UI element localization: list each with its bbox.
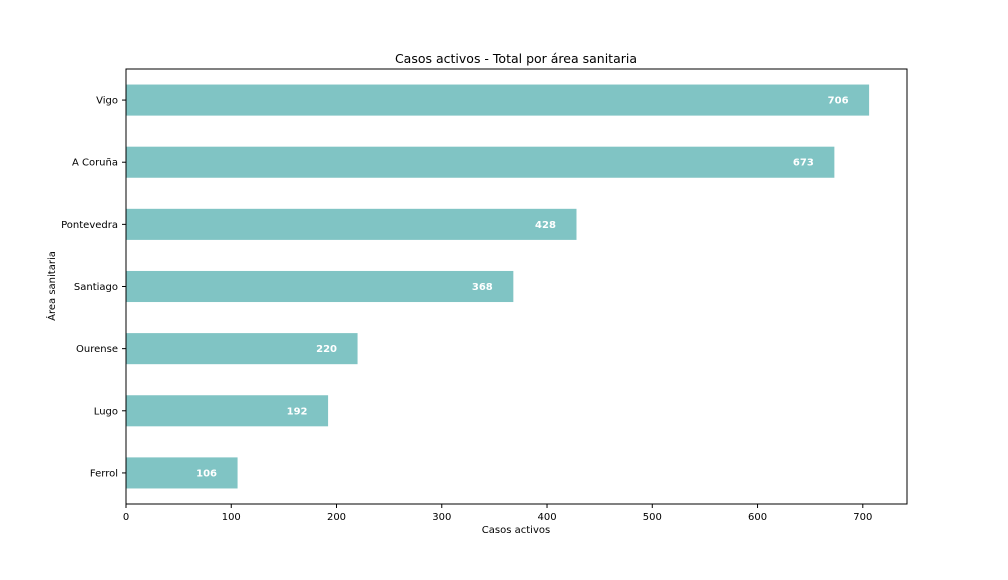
bar-value-label: 673	[793, 158, 814, 169]
bar-value-label: 706	[828, 96, 849, 107]
x-tick-label: 500	[643, 512, 662, 523]
y-tick-label: Vigo	[96, 96, 118, 107]
bar-3	[126, 270, 514, 303]
bar-value-label: 368	[472, 282, 493, 293]
x-tick-label: 400	[537, 512, 556, 523]
y-axis-ticks: Vigo A Coruña Pontevedra Santiago Ourense Lug…	[61, 96, 126, 479]
chart-title: Casos activos - Total por área sanitaria	[395, 51, 637, 66]
x-axis-ticks: 0 100 200 300 400 500 600 700	[123, 504, 872, 523]
x-tick-label: 700	[853, 512, 872, 523]
bar-4	[126, 333, 358, 365]
bars-group	[126, 84, 870, 489]
y-axis-label: Área sanitaria	[45, 251, 58, 321]
bar-value-label: 192	[287, 406, 308, 417]
bar-1	[126, 146, 835, 178]
bar-value-label: 220	[316, 344, 337, 355]
bar-2	[126, 208, 577, 240]
y-tick-label: Pontevedra	[61, 220, 118, 231]
bar-value-label: 428	[535, 220, 556, 231]
y-tick-label: A Coruña	[72, 158, 118, 169]
plot-frame	[125, 68, 908, 505]
y-tick-label: Lugo	[94, 406, 118, 417]
x-axis-label: Casos activos	[482, 525, 550, 536]
bar-value-label: 106	[196, 468, 217, 479]
y-tick-label: Santiago	[74, 282, 118, 293]
x-tick-label: 100	[222, 512, 241, 523]
x-tick-label: 200	[327, 512, 346, 523]
y-tick-label: Ourense	[76, 344, 118, 355]
bar-6	[126, 457, 238, 489]
x-tick-label: 0	[123, 512, 129, 523]
bar-0	[126, 84, 870, 116]
bar-5	[126, 395, 329, 427]
y-tick-label: Ferrol	[90, 468, 118, 479]
data-labels-group: 706 673 428 368 220 192 106	[196, 96, 848, 480]
x-tick-label: 600	[748, 512, 767, 523]
x-tick-label: 300	[432, 512, 451, 523]
